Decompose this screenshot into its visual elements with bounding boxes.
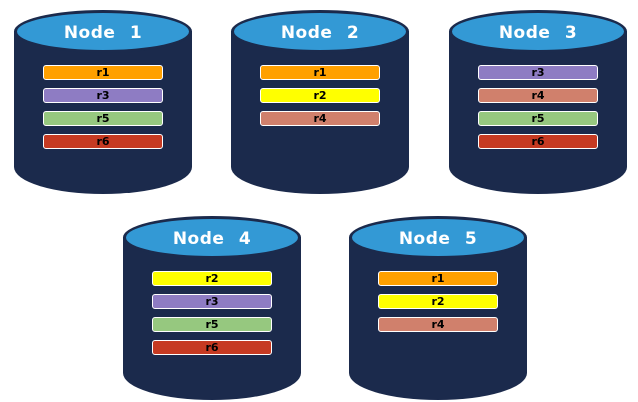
replica-bar-label: r2 <box>205 272 219 285</box>
database-node: r1 r3 r5 r6 Node 1 <box>14 10 192 194</box>
replica-bar-label: r5 <box>531 112 545 125</box>
replica-bar-label: r1 <box>313 66 327 79</box>
replica-bar-label: r6 <box>531 135 545 148</box>
replica-bar-label: r6 <box>205 341 219 354</box>
replica-bar: r4 <box>478 88 598 103</box>
replica-bar-label: r3 <box>96 89 110 102</box>
replica-bar: r4 <box>260 111 380 126</box>
replica-list: r3 r4 r5 r6 <box>478 65 598 157</box>
replica-bar-label: r1 <box>96 66 110 79</box>
replica-bar: r6 <box>152 340 272 355</box>
replica-bar: r2 <box>378 294 498 309</box>
node-title: Node 5 <box>398 228 478 249</box>
replica-bar-label: r2 <box>431 295 445 308</box>
replica-bar: r4 <box>378 317 498 332</box>
replica-bar-label: r2 <box>313 89 327 102</box>
cylinder-top-ellipse: Node 5 <box>349 216 527 259</box>
replica-list: r1 r2 r4 <box>378 271 498 340</box>
replica-bar-label: r4 <box>313 112 327 125</box>
replica-bar: r3 <box>152 294 272 309</box>
replica-bar: r3 <box>43 88 163 103</box>
node-title: Node 3 <box>498 22 578 43</box>
cylinder-top-ellipse: Node 2 <box>231 10 409 53</box>
database-node: r3 r4 r5 r6 Node 3 <box>449 10 627 194</box>
replica-bar: r1 <box>43 65 163 80</box>
replica-bar-label: r3 <box>205 295 219 308</box>
replica-bar-label: r4 <box>531 89 545 102</box>
replica-bar-label: r5 <box>205 318 219 331</box>
database-node: r2 r3 r5 r6 Node 4 <box>123 216 301 400</box>
replica-bar: r1 <box>378 271 498 286</box>
replica-list: r2 r3 r5 r6 <box>152 271 272 363</box>
replica-bar: r5 <box>43 111 163 126</box>
replica-bar: r6 <box>478 134 598 149</box>
cylinder-top-ellipse: Node 3 <box>449 10 627 53</box>
replica-bar: r1 <box>260 65 380 80</box>
replica-bar-label: r5 <box>96 112 110 125</box>
node-title: Node 4 <box>172 228 252 249</box>
replica-bar: r5 <box>152 317 272 332</box>
replica-list: r1 r2 r4 <box>260 65 380 134</box>
replica-bar: r2 <box>260 88 380 103</box>
replica-bar: r6 <box>43 134 163 149</box>
replica-bar-label: r6 <box>96 135 110 148</box>
replica-bar: r5 <box>478 111 598 126</box>
node-title: Node 2 <box>280 22 360 43</box>
cylinder-top-ellipse: Node 1 <box>14 10 192 53</box>
replica-bar: r3 <box>478 65 598 80</box>
node-title: Node 1 <box>63 22 143 43</box>
replica-list: r1 r3 r5 r6 <box>43 65 163 157</box>
replica-bar: r2 <box>152 271 272 286</box>
database-node: r1 r2 r4 Node 2 <box>231 10 409 194</box>
replica-bar-label: r1 <box>431 272 445 285</box>
replica-bar-label: r4 <box>431 318 445 331</box>
database-node: r1 r2 r4 Node 5 <box>349 216 527 400</box>
cylinder-top-ellipse: Node 4 <box>123 216 301 259</box>
replica-bar-label: r3 <box>531 66 545 79</box>
